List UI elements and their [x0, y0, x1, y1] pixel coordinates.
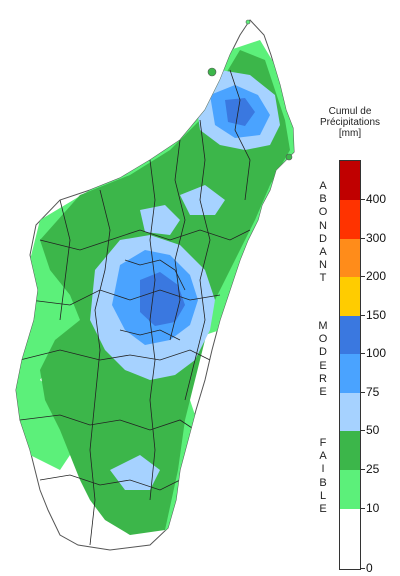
- legend-swatch: [340, 393, 360, 431]
- offshore-island: [207, 67, 217, 77]
- tick-label-100: 100: [366, 346, 387, 360]
- letter: B: [319, 193, 327, 206]
- letter: L: [319, 489, 327, 502]
- legend-title-line2: Précipitations: [319, 117, 381, 128]
- category-abondant: A B O N D A N T: [316, 180, 330, 286]
- letter: T: [319, 272, 327, 285]
- legend-swatch: [340, 431, 360, 470]
- letter: O: [318, 206, 328, 219]
- tick-label-75: 75: [366, 385, 380, 399]
- legend-swatch: [340, 354, 360, 393]
- tick-mark: [361, 199, 365, 200]
- letter: D: [319, 346, 327, 359]
- legend-title-line1: Cumul de: [328, 106, 372, 117]
- tick-mark: [361, 568, 365, 569]
- legend-swatch: [340, 470, 360, 509]
- tick-mark: [361, 469, 365, 470]
- letter: N: [319, 259, 327, 272]
- tick-label-0: 0: [366, 561, 373, 575]
- tick-mark: [361, 315, 365, 316]
- tick-label-400: 400: [366, 192, 387, 206]
- legend-swatch: [340, 316, 360, 354]
- legend-swatch: [340, 239, 360, 277]
- tick-label-10: 10: [366, 501, 380, 515]
- tick-mark: [361, 276, 365, 277]
- letter: O: [318, 333, 328, 346]
- legend-unit: [mm]: [338, 128, 362, 139]
- tick-mark: [361, 508, 365, 509]
- legend-swatch: [340, 200, 360, 239]
- tick-mark: [361, 238, 365, 239]
- tick-mark: [361, 353, 365, 354]
- letter: A: [319, 246, 327, 259]
- offshore-island: [245, 19, 251, 25]
- district-boundaries: [19, 69, 251, 546]
- tick-mark: [361, 392, 365, 393]
- letter: E: [319, 386, 327, 399]
- tick-label-300: 300: [366, 231, 387, 245]
- tick-mark: [361, 430, 365, 431]
- legend-swatch: [340, 509, 360, 569]
- category-faible: F A I B L E: [316, 437, 330, 516]
- zone-modere-high: [140, 98, 255, 326]
- letter: E: [319, 503, 327, 516]
- letter: E: [319, 359, 327, 372]
- letter: I: [321, 463, 325, 476]
- tick-label-150: 150: [366, 308, 387, 322]
- tick-label-200: 200: [366, 269, 387, 283]
- legend-title: Cumul de Précipitations [mm]: [312, 106, 388, 139]
- letter: D: [319, 232, 327, 245]
- legend-color-bar: [339, 160, 361, 570]
- legend-swatch: [340, 161, 360, 200]
- letter: A: [319, 180, 327, 192]
- tick-label-50: 50: [366, 423, 380, 437]
- letter: N: [319, 219, 327, 232]
- letter: R: [319, 372, 327, 385]
- letter: B: [319, 476, 327, 489]
- offshore-island: [285, 153, 293, 161]
- legend-swatch: [340, 277, 360, 316]
- letter: A: [319, 450, 327, 463]
- tick-label-25: 25: [366, 462, 380, 476]
- category-modere: M O D E R E: [316, 320, 330, 399]
- letter: F: [319, 437, 327, 449]
- letter: M: [318, 320, 328, 332]
